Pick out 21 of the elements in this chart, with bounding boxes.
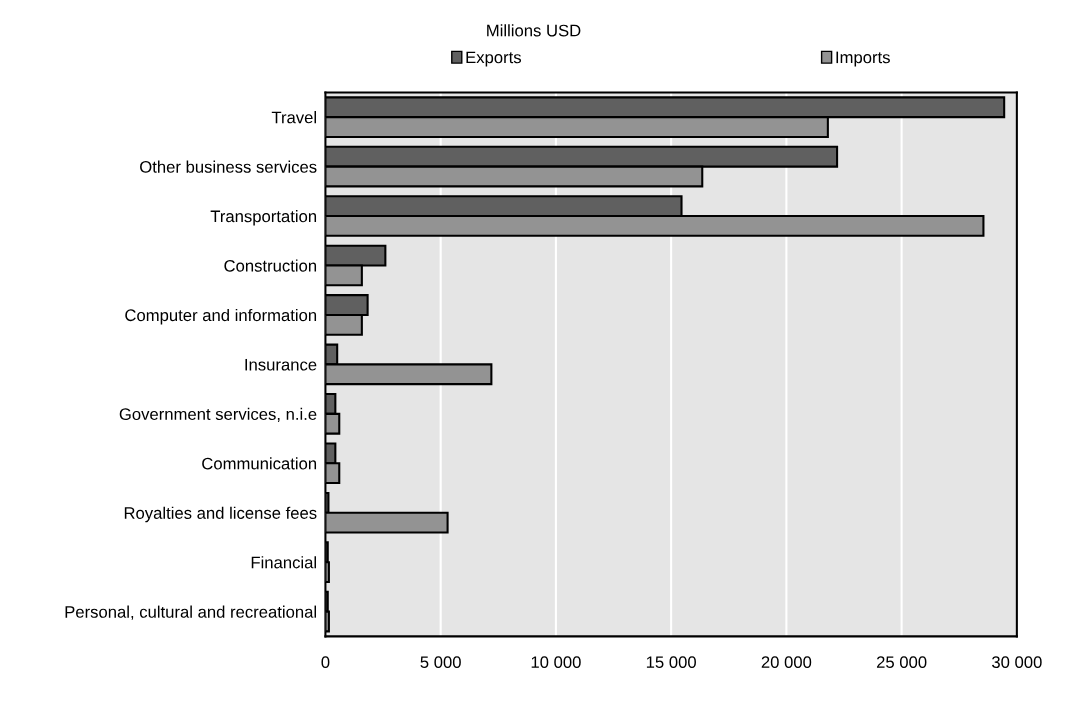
y-tick-label: Travel: [271, 111, 316, 124]
x-tick-label: 25 000: [876, 656, 927, 669]
y-tick-label: Insurance: [245, 358, 317, 371]
x-tick-label: 20 000: [761, 656, 812, 669]
y-tick-label: Royalties and license fees: [124, 506, 317, 523]
y-tick-label: Communication: [202, 457, 317, 470]
y-tick-label: Other business services: [140, 160, 317, 173]
x-tick-label: 5 000: [420, 656, 461, 669]
x-tick-label: 15 000: [646, 656, 696, 669]
y-tick-label: Transportation: [210, 210, 317, 226]
y-tick-label: Financial: [251, 556, 316, 569]
x-tick-label: 30 000: [992, 656, 1042, 669]
x-tick-label: 0: [321, 656, 330, 669]
y-tick-label: Construction: [224, 259, 317, 272]
legend-label: Imports: [836, 51, 890, 67]
chart-title: Millions USD: [487, 24, 581, 37]
y-tick-label: Personal, cultural and recreational: [65, 605, 317, 620]
y-tick-label: Government services, n.i.e: [119, 407, 317, 423]
y-tick-label: Computer and information: [125, 308, 317, 325]
legend-label: Exports: [466, 51, 522, 67]
x-tick-label: 10 000: [531, 656, 581, 669]
